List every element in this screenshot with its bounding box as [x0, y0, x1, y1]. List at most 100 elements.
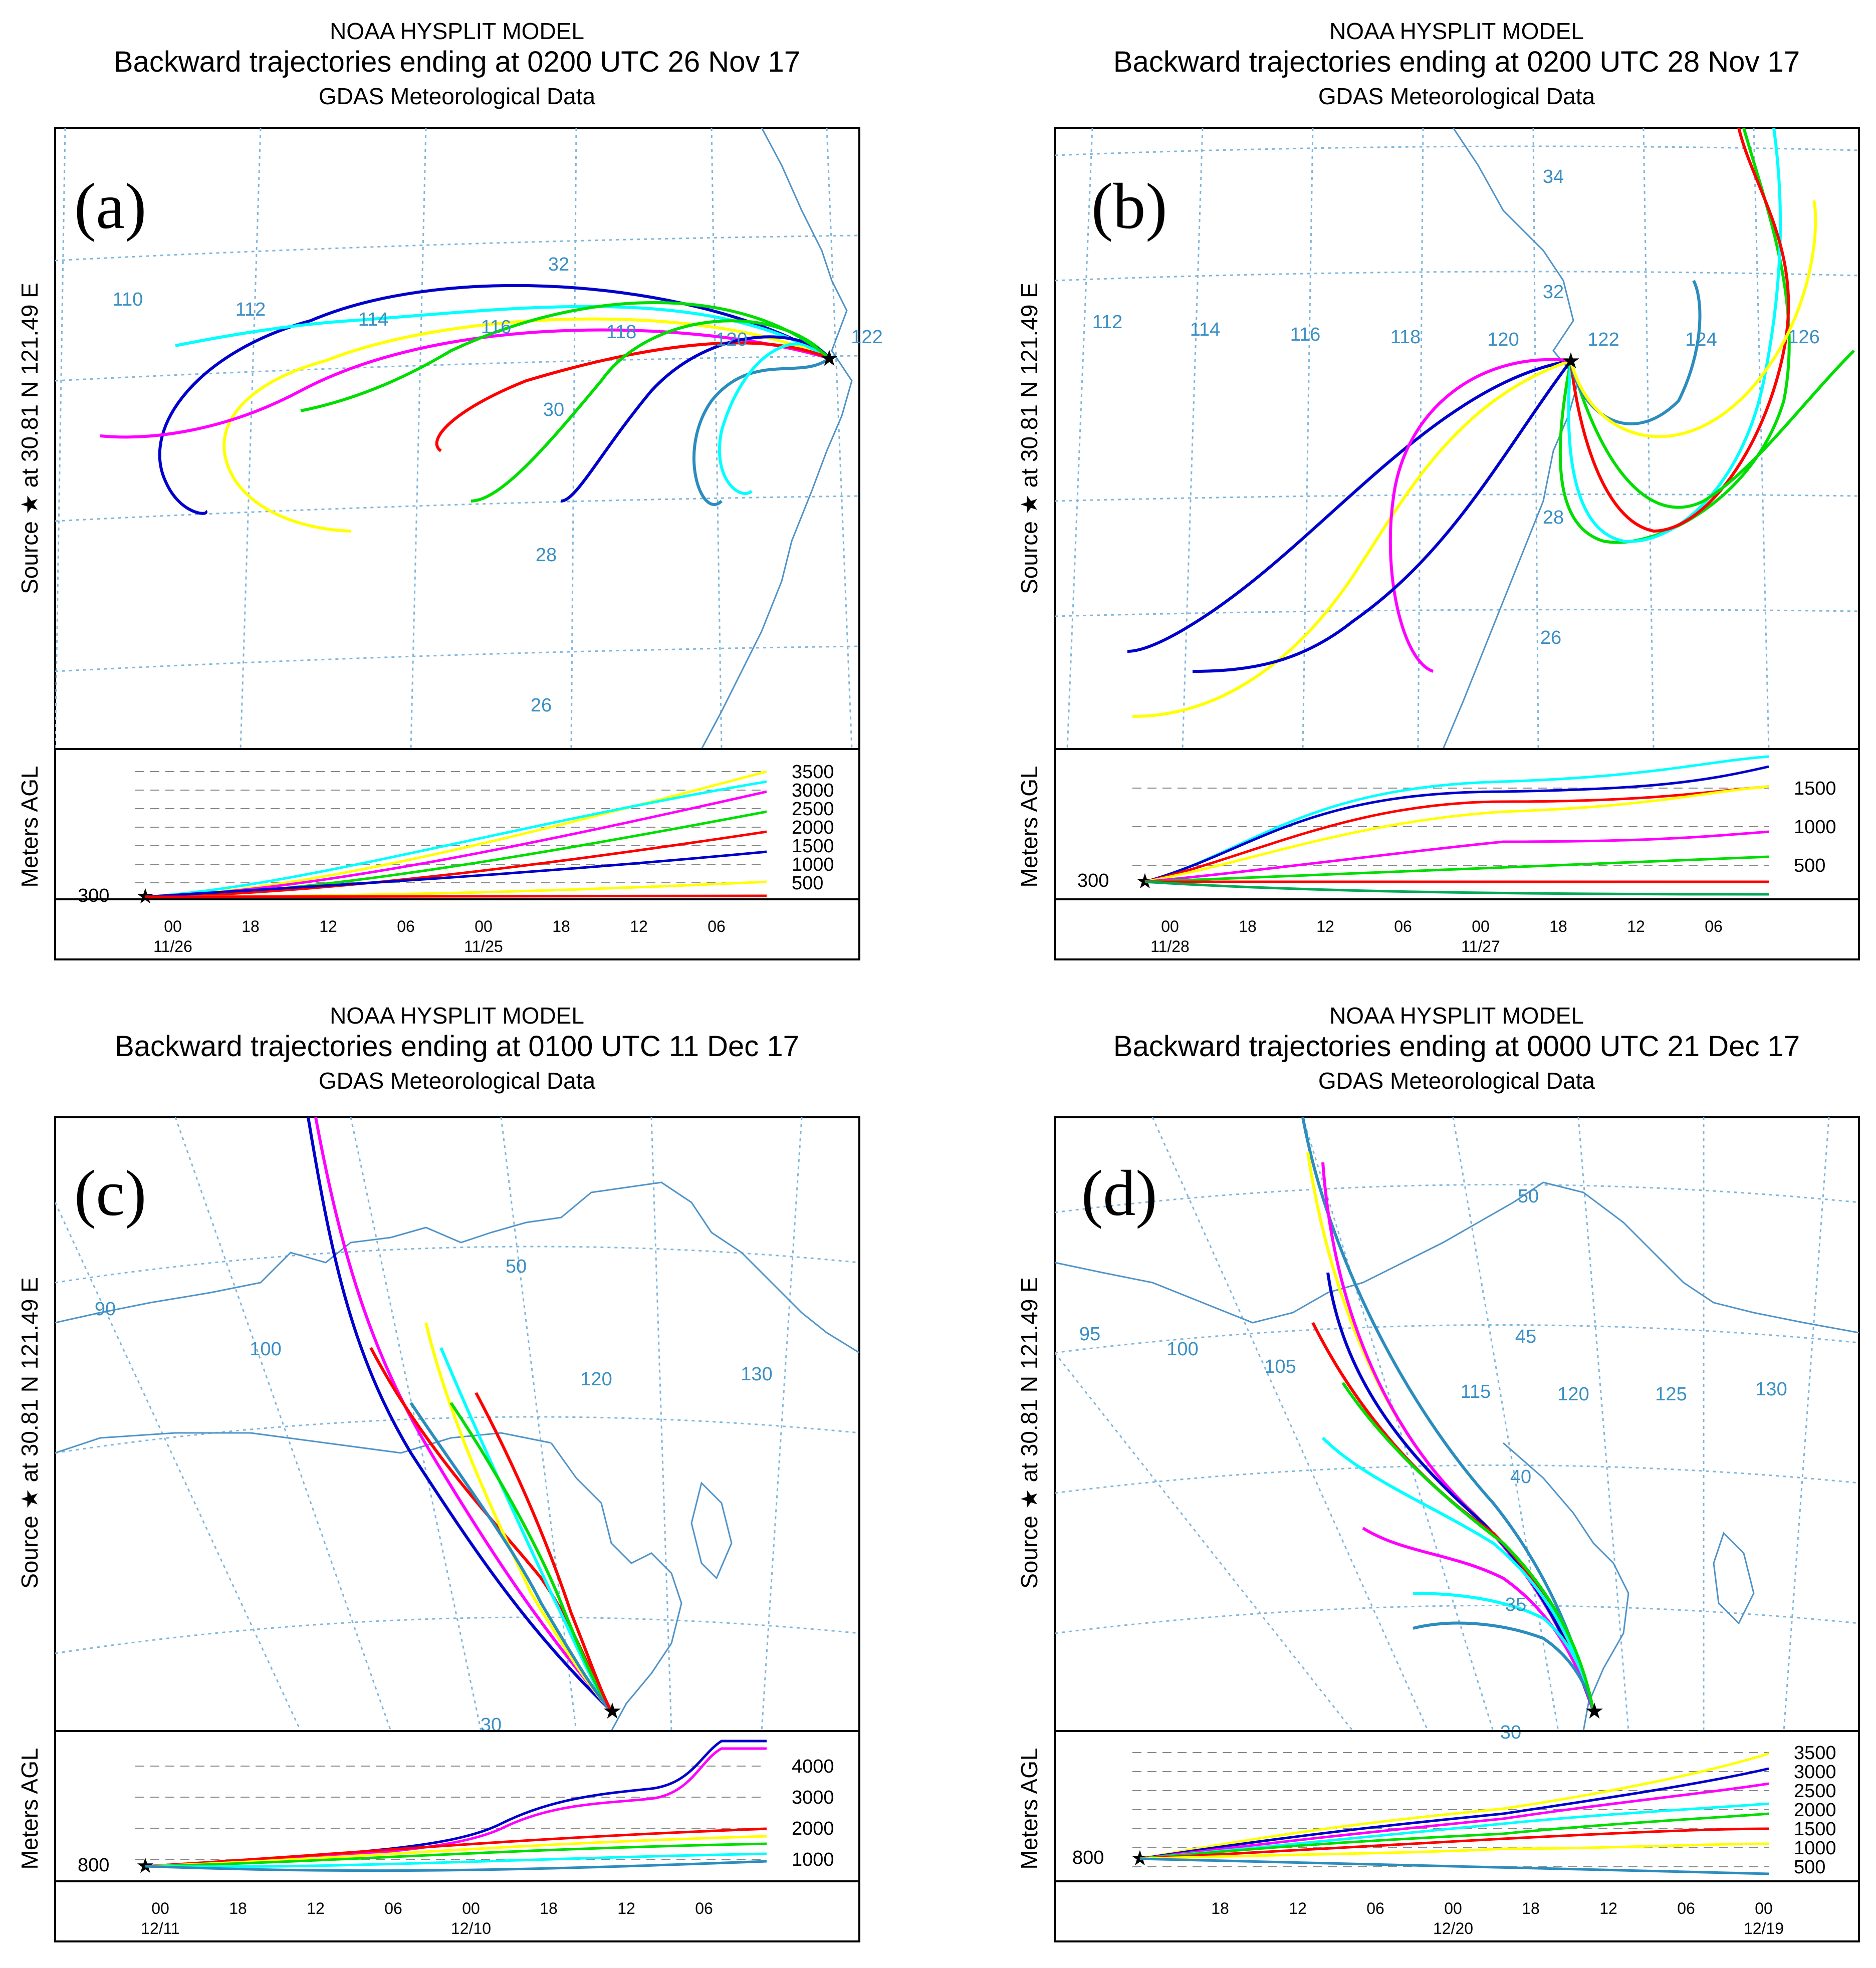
- lon-label: 90: [95, 1299, 116, 1320]
- lat-label: 30: [481, 1714, 502, 1736]
- panel-d-time-ticks: 18 12 06 00 18 12 06 00 12/20 12/19: [1211, 1899, 1784, 1937]
- lat-label: 30: [543, 399, 564, 420]
- time-tick: 00: [1444, 1899, 1462, 1917]
- panel-b-lat-labels: 34 32 28 26: [1540, 166, 1564, 648]
- lon-label: 116: [481, 317, 512, 338]
- panel-a-source-label: Source ★ at 30.81 N 121.49 E: [17, 283, 43, 594]
- trajectory-line: [1558, 128, 1791, 544]
- trajectory-line: [1388, 358, 1571, 673]
- panel-b-height-traces: [1144, 755, 1769, 896]
- panel-a-lat-labels: 32 30 28 26: [531, 254, 569, 716]
- trajectory-line: [1569, 349, 1855, 509]
- time-tick: 00: [475, 917, 493, 935]
- lon-label: 120: [716, 329, 747, 350]
- time-tick: 18: [242, 917, 260, 935]
- panel-c-trajectories: [307, 1117, 613, 1712]
- time-tick: 00: [1755, 1899, 1773, 1917]
- height-tick: 3500: [792, 762, 834, 783]
- time-tick: 06: [1705, 917, 1723, 935]
- trajectory-line: [1306, 1152, 1595, 1711]
- panel-d-height-ticks: 3500 3000 2500 2000 1500 1000 500: [1794, 1743, 1836, 1878]
- time-tick: 06: [397, 917, 415, 935]
- height-tick: 3000: [1794, 1762, 1836, 1783]
- panel-b-letter: (b): [1091, 170, 1167, 242]
- trajectory-line: [1192, 360, 1572, 673]
- panel-b-time-frame: [1054, 898, 1860, 960]
- time-tick: 06: [384, 1899, 402, 1917]
- height-trace: [145, 780, 767, 898]
- time-tick: 06: [695, 1899, 713, 1917]
- trajectory-line: [222, 317, 830, 533]
- panel-b-subtitle: Backward trajectories ending at 0200 UTC…: [1113, 46, 1800, 78]
- lat-label: 26: [531, 695, 552, 716]
- lon-label: 115: [1461, 1381, 1491, 1402]
- panel-a-lon-labels: 110 112 114 116 118 120 122: [113, 289, 883, 350]
- source-star-icon: ★: [819, 346, 839, 371]
- panel-d-height-label: Meters AGL: [1016, 1748, 1042, 1870]
- height-trace: [145, 850, 767, 898]
- lon-label: 130: [741, 1364, 772, 1385]
- trajectory-line: [175, 305, 830, 360]
- panel-d-coastline: [1503, 1442, 1629, 1731]
- height-tick: 1000: [792, 1849, 834, 1870]
- lat-label: 28: [536, 545, 557, 566]
- date-tick: 12/19: [1744, 1919, 1784, 1937]
- trajectory-line: [100, 328, 830, 439]
- panel-d-height-traces: [1139, 1752, 1769, 1875]
- time-tick: 12: [1289, 1899, 1307, 1917]
- panel-b-time-ticks: 00 18 12 06 00 18 12 06 11/28 11/27: [1150, 917, 1723, 955]
- trajectory-line: [1321, 1436, 1595, 1711]
- panel-c-letter: (c): [74, 1157, 146, 1229]
- panel-c-height-traces: [145, 1740, 767, 1872]
- panel-b-met-data: GDAS Meteorological Data: [1318, 83, 1595, 109]
- time-tick: 00: [1161, 917, 1179, 935]
- panel-d-map-frame: [1054, 1116, 1860, 1732]
- time-tick: 12: [630, 917, 648, 935]
- trajectory-line: [475, 1392, 613, 1712]
- panel-b-height-gridlines: [1132, 788, 1769, 866]
- lat-label: 30: [1500, 1722, 1521, 1743]
- lon-label: 118: [1390, 327, 1421, 348]
- trajectory-line: [1569, 200, 1817, 438]
- panel-c-coastline: [550, 1442, 682, 1731]
- panel-d-border: [1055, 1181, 1859, 1334]
- height-tick: 1000: [1794, 1838, 1836, 1859]
- height-trace: [1139, 1857, 1769, 1875]
- height-trace: [1139, 1827, 1769, 1860]
- trajectory-line: [561, 335, 831, 503]
- height-trace: [1139, 1842, 1769, 1860]
- trajectory-line: [718, 342, 831, 495]
- lat-label: 26: [1540, 627, 1561, 648]
- panel-a-height-traces: [145, 770, 767, 898]
- lat-label: 35: [1505, 1594, 1526, 1615]
- panel-d-model-title: NOAA HYSPLIT MODEL: [1329, 1003, 1584, 1029]
- panel-b-start-height: 300: [1077, 870, 1109, 891]
- time-tick: 00: [151, 1899, 169, 1917]
- panel-c-height-label: Meters AGL: [17, 1748, 43, 1870]
- panel-b-grid: [1055, 128, 1859, 749]
- trajectory-line: [409, 1402, 613, 1712]
- panel-d-trajectories: [1301, 1117, 1595, 1711]
- height-trace: [145, 1852, 767, 1868]
- time-tick: 18: [1211, 1899, 1229, 1917]
- panel-d: NOAA HYSPLIT MODEL Backward trajectories…: [1016, 1003, 1860, 1942]
- height-trace: [1144, 785, 1769, 883]
- lon-label: 122: [851, 327, 882, 348]
- trajectory-line: [449, 1402, 613, 1712]
- panel-d-grid: [1055, 1117, 1859, 1731]
- date-tick: 12/10: [451, 1919, 491, 1937]
- lon-label: 112: [1092, 312, 1123, 333]
- trajectory-line: [307, 1117, 613, 1712]
- panel-b-lon-labels: 112 114 116 118 120 122 124 126: [1092, 312, 1820, 350]
- height-trace: [1139, 1767, 1769, 1860]
- height-tick: 1500: [1794, 1819, 1836, 1840]
- panel-b-map-frame: [1054, 127, 1860, 750]
- trajectory-line: [471, 319, 831, 503]
- trajectory-line: [300, 301, 830, 412]
- date-tick: 11/26: [153, 937, 192, 955]
- time-tick: 18: [1522, 1899, 1540, 1917]
- height-trace: [1144, 765, 1769, 883]
- height-trace: [1139, 1812, 1769, 1860]
- panel-c-subtitle: Backward trajectories ending at 0100 UTC…: [115, 1030, 799, 1063]
- panel-c-met-data: GDAS Meteorological Data: [319, 1068, 596, 1094]
